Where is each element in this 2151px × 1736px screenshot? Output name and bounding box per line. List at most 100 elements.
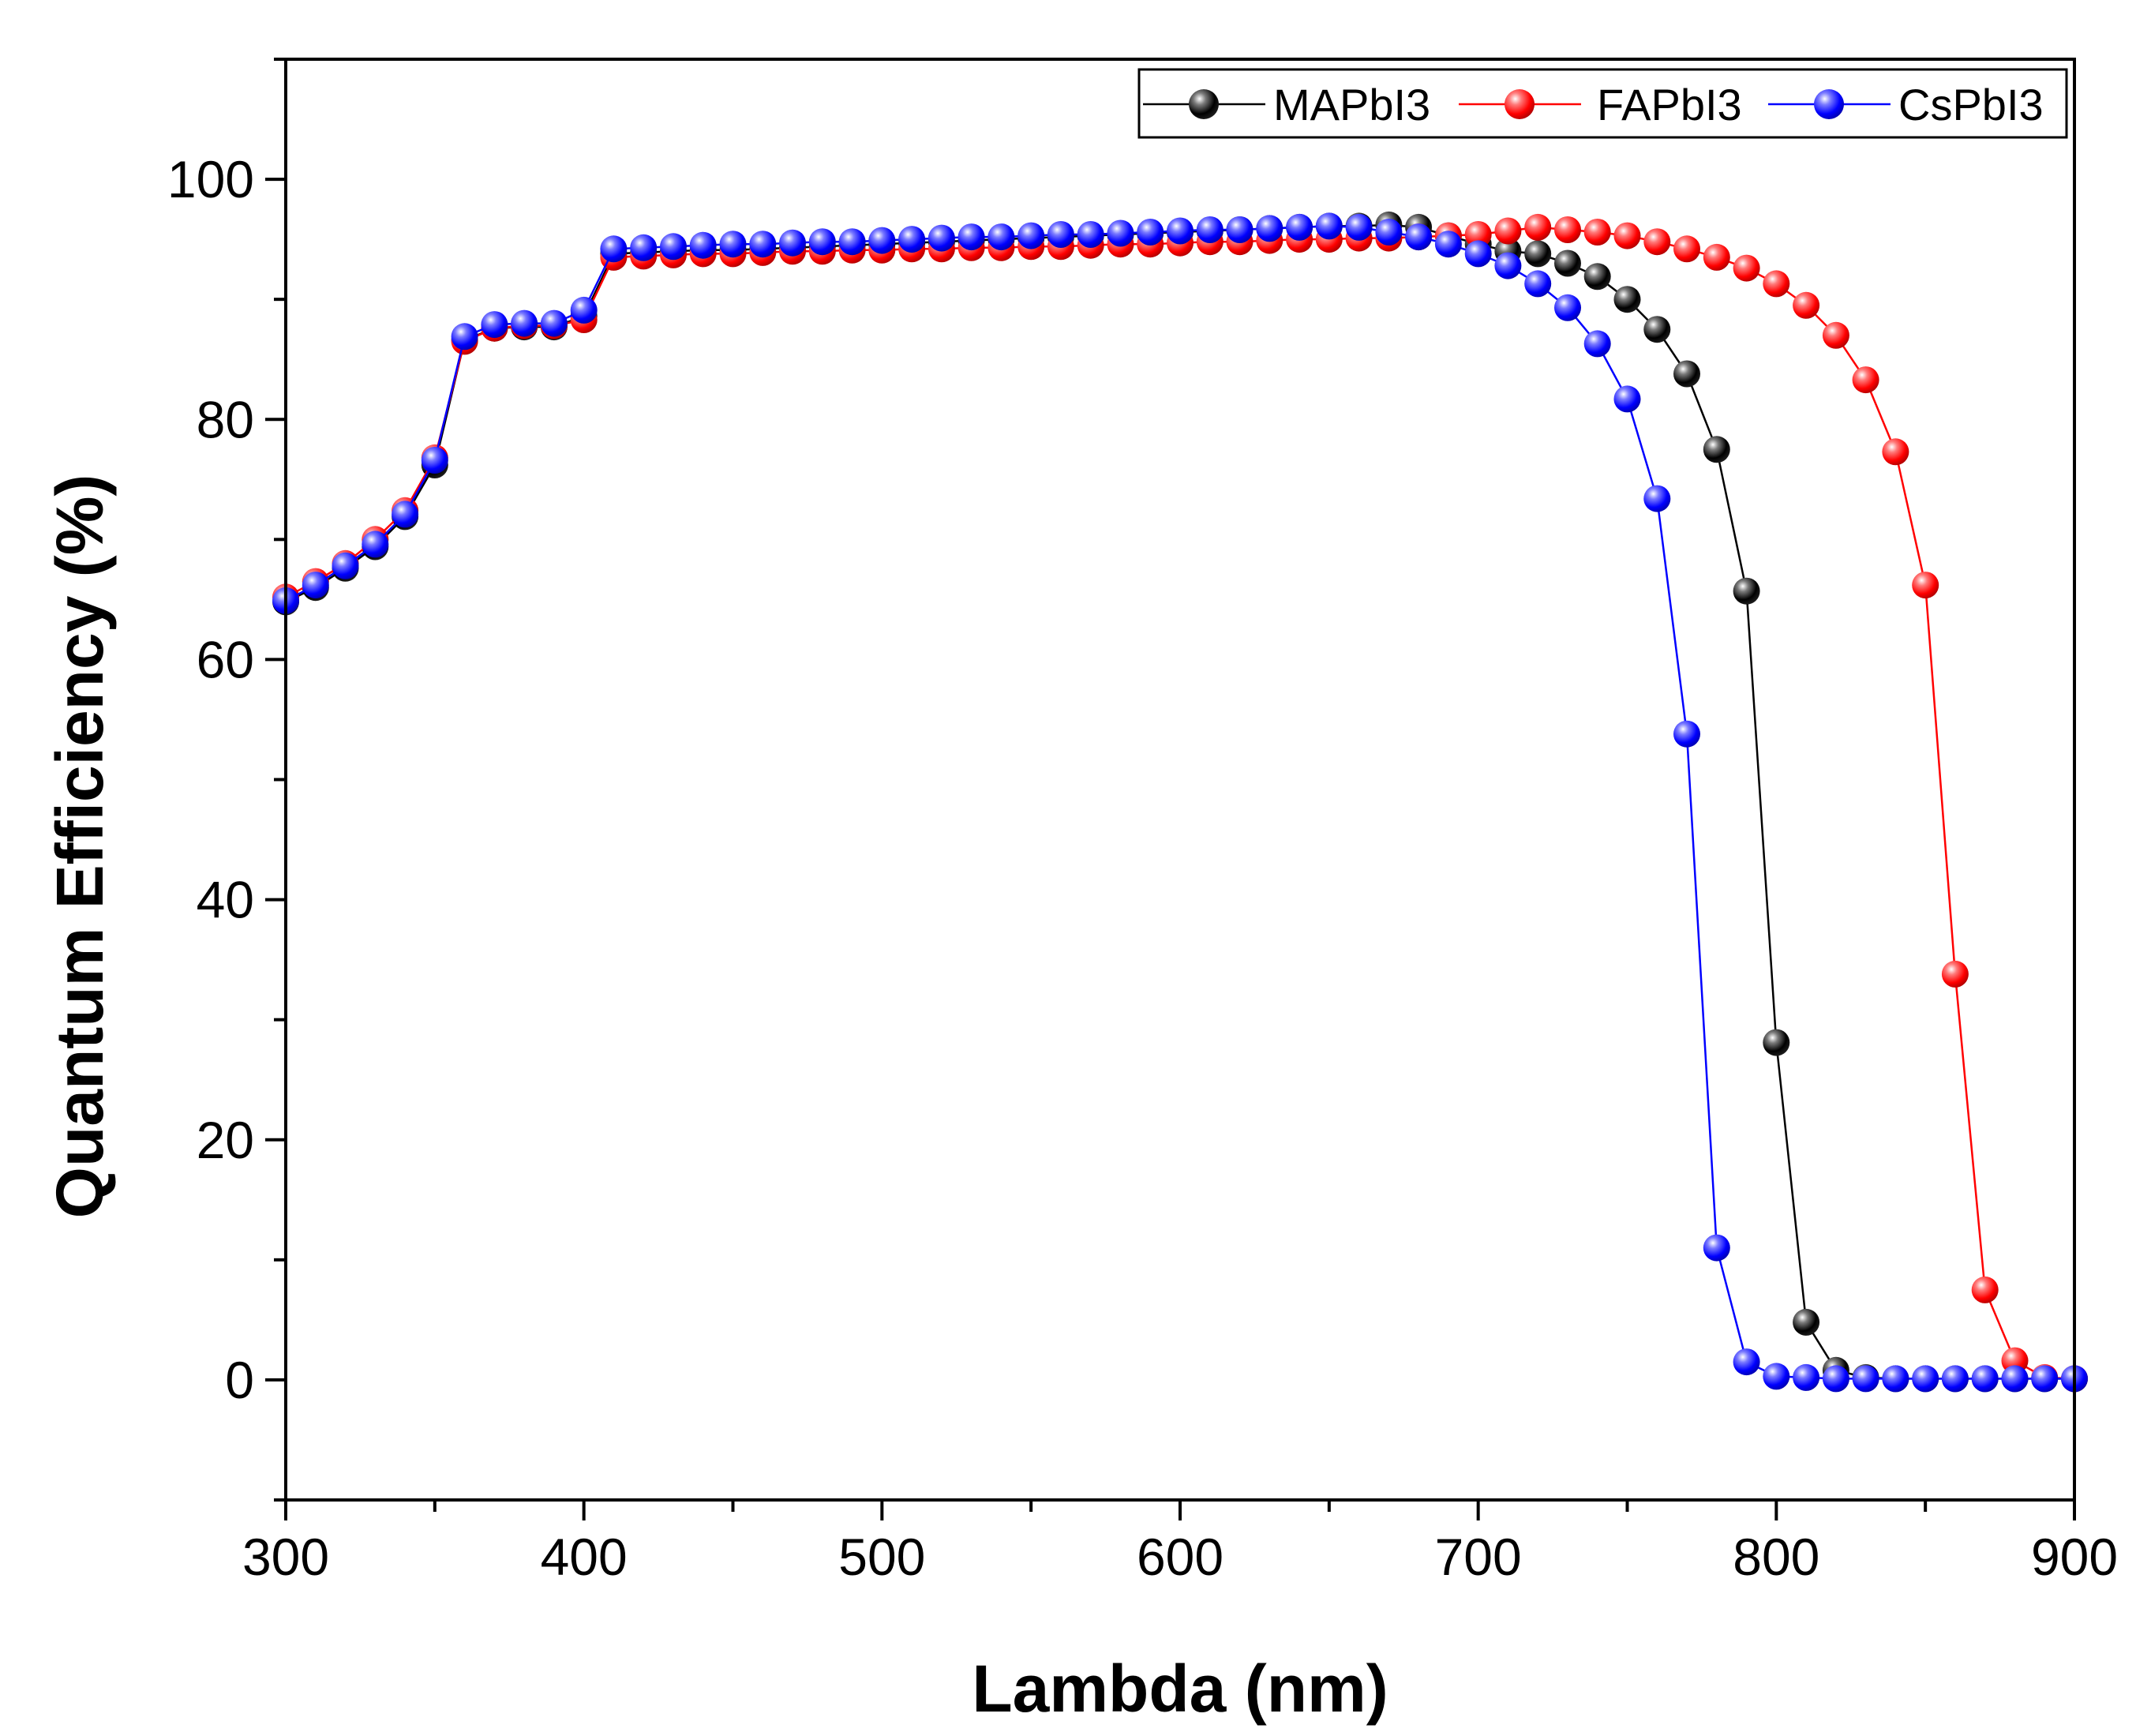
data-point-MAPbI3 bbox=[1583, 263, 1611, 291]
series-line-CsPbI3 bbox=[285, 225, 2074, 1380]
data-point-CsPbI3 bbox=[1882, 1365, 1909, 1393]
data-point-CsPbI3 bbox=[1077, 221, 1104, 248]
data-point-CsPbI3 bbox=[362, 531, 389, 558]
data-point-CsPbI3 bbox=[1315, 212, 1343, 240]
data-point-CsPbI3 bbox=[1583, 330, 1611, 358]
data-point-CsPbI3 bbox=[987, 223, 1015, 251]
data-point-CsPbI3 bbox=[1017, 222, 1045, 249]
data-point-CsPbI3 bbox=[540, 309, 568, 337]
series-layer bbox=[272, 211, 2088, 1393]
x-axis-title: Lambda (nm) bbox=[972, 1652, 1388, 1726]
data-point-CsPbI3 bbox=[749, 231, 777, 258]
y-axis-ticks: 0 20 40 60 80 100 bbox=[167, 58, 286, 1502]
data-point-CsPbI3 bbox=[1286, 213, 1313, 241]
data-point-CsPbI3 bbox=[1345, 213, 1373, 241]
data-point-CsPbI3 bbox=[1673, 720, 1700, 748]
x-axis-ticks: 300 400 500 600 700 800 900 bbox=[242, 1500, 2118, 1586]
y-tick-label: 60 bbox=[197, 630, 254, 688]
plot-frame bbox=[284, 58, 2076, 1502]
data-point-CsPbI3 bbox=[1763, 1363, 1790, 1390]
data-point-CsPbI3 bbox=[332, 552, 359, 579]
data-point-FAPbI3 bbox=[1852, 366, 1879, 394]
data-point-MAPbI3 bbox=[1613, 286, 1641, 313]
data-point-FAPbI3 bbox=[1941, 960, 1969, 988]
data-point-CsPbI3 bbox=[451, 323, 478, 351]
data-point-FAPbI3 bbox=[1703, 243, 1730, 271]
data-point-CsPbI3 bbox=[392, 501, 419, 528]
data-point-FAPbI3 bbox=[1643, 228, 1671, 256]
data-point-FAPbI3 bbox=[1733, 254, 1760, 282]
data-point-FAPbI3 bbox=[1583, 219, 1611, 246]
legend-box bbox=[1137, 68, 2068, 139]
x-tick-label: 900 bbox=[2031, 1528, 2118, 1586]
data-point-CsPbI3 bbox=[660, 233, 687, 261]
data-point-CsPbI3 bbox=[421, 447, 448, 474]
y-tick-label: 0 bbox=[225, 1351, 254, 1409]
legend-marker-CsPbI3 bbox=[1814, 89, 1844, 119]
legend-label-MAPbI3: MAPbI3 bbox=[1273, 80, 1430, 129]
data-point-MAPbI3 bbox=[1524, 240, 1552, 268]
data-point-FAPbI3 bbox=[1464, 221, 1492, 248]
y-tick-label: 20 bbox=[197, 1111, 254, 1169]
data-point-CsPbI3 bbox=[1703, 1234, 1730, 1262]
data-point-FAPbI3 bbox=[1494, 217, 1522, 245]
series-line-FAPbI3 bbox=[285, 226, 2075, 1380]
x-tick-label: 300 bbox=[242, 1528, 329, 1586]
x-tick-label: 800 bbox=[1733, 1528, 1819, 1586]
data-point-FAPbI3 bbox=[1613, 222, 1641, 249]
data-point-CsPbI3 bbox=[2001, 1365, 2029, 1393]
data-point-CsPbI3 bbox=[957, 223, 985, 251]
y-tick-label: 40 bbox=[197, 871, 254, 929]
legend-label-CsPbI3: CsPbI3 bbox=[1898, 80, 2044, 129]
legend-marker-MAPbI3 bbox=[1189, 89, 1219, 119]
y-tick-label: 100 bbox=[167, 150, 254, 208]
data-point-CsPbI3 bbox=[1494, 252, 1522, 279]
data-point-MAPbI3 bbox=[1733, 577, 1760, 605]
data-point-FAPbI3 bbox=[1554, 216, 1581, 243]
data-point-CsPbI3 bbox=[1971, 1365, 1999, 1393]
data-point-CsPbI3 bbox=[1405, 223, 1433, 251]
y-axis-title: Quantum Efficiency (%) bbox=[43, 474, 117, 1219]
data-point-CsPbI3 bbox=[1226, 216, 1254, 243]
data-point-CsPbI3 bbox=[689, 231, 717, 259]
data-point-CsPbI3 bbox=[779, 229, 806, 257]
series-CsPbI3 bbox=[272, 212, 2088, 1393]
data-point-CsPbI3 bbox=[927, 224, 955, 252]
data-point-CsPbI3 bbox=[1793, 1363, 1820, 1391]
data-point-FAPbI3 bbox=[1882, 438, 1909, 466]
data-point-CsPbI3 bbox=[1434, 231, 1462, 258]
data-point-CsPbI3 bbox=[1196, 216, 1224, 243]
data-point-CsPbI3 bbox=[1941, 1365, 1969, 1393]
data-point-CsPbI3 bbox=[1733, 1348, 1760, 1376]
data-point-CsPbI3 bbox=[719, 231, 747, 258]
data-point-CsPbI3 bbox=[868, 227, 896, 254]
data-point-FAPbI3 bbox=[1524, 213, 1552, 241]
data-point-MAPbI3 bbox=[1793, 1308, 1820, 1336]
x-tick-label: 700 bbox=[1435, 1528, 1522, 1586]
data-point-CsPbI3 bbox=[898, 226, 926, 253]
data-point-CsPbI3 bbox=[511, 309, 538, 337]
data-point-CsPbI3 bbox=[630, 234, 658, 261]
data-point-CsPbI3 bbox=[1375, 219, 1403, 246]
data-point-CsPbI3 bbox=[570, 296, 598, 324]
data-point-CsPbI3 bbox=[1524, 270, 1552, 298]
data-point-CsPbI3 bbox=[2031, 1365, 2059, 1393]
data-point-CsPbI3 bbox=[1852, 1365, 1879, 1393]
legend-label-FAPbI3: FAPbI3 bbox=[1597, 80, 1742, 129]
data-point-MAPbI3 bbox=[1643, 316, 1671, 343]
legend-marker-FAPbI3 bbox=[1505, 89, 1535, 119]
data-point-CsPbI3 bbox=[1464, 240, 1492, 268]
data-point-CsPbI3 bbox=[1047, 221, 1074, 248]
data-point-FAPbI3 bbox=[1971, 1276, 1999, 1303]
legend: MAPbI3 FAPbI3 CsPbI3 bbox=[1137, 68, 2068, 139]
data-point-CsPbI3 bbox=[1613, 385, 1641, 413]
data-point-FAPbI3 bbox=[1673, 235, 1700, 263]
data-point-MAPbI3 bbox=[1763, 1029, 1790, 1056]
data-point-CsPbI3 bbox=[1643, 485, 1671, 512]
data-point-MAPbI3 bbox=[1673, 360, 1700, 388]
data-point-CsPbI3 bbox=[1137, 219, 1164, 246]
data-point-CsPbI3 bbox=[1107, 219, 1134, 247]
data-point-MAPbI3 bbox=[1554, 249, 1581, 277]
data-point-MAPbI3 bbox=[1703, 436, 1730, 463]
